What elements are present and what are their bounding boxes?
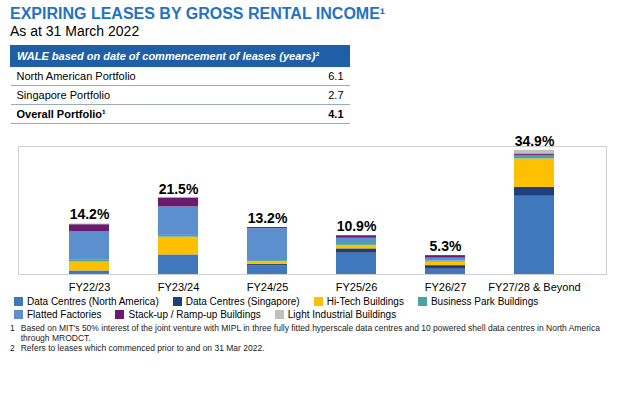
html-text:EXPIRING LEASES BY GROSS RENTA: EXPIRING LEASES BY GROSS RENTAL INCOME¹ bbox=[10, 5, 386, 22]
html-text:Overall Portfolio¹: Overall Portfolio¹ bbox=[16, 108, 106, 120]
svg-text:14.2%: 14.2% bbox=[70, 206, 110, 222]
svg-text:13.2%: 13.2% bbox=[248, 210, 288, 226]
svg-text:FY27/28 & Beyond: FY27/28 & Beyond bbox=[488, 281, 580, 293]
svg-text:10.9%: 10.9% bbox=[337, 218, 377, 234]
html-text:2.7: 2.7 bbox=[328, 89, 344, 101]
html-text:6.1: 6.1 bbox=[328, 70, 344, 82]
html-text:2: 2 bbox=[10, 343, 15, 353]
html-text:Refers to leases which commenc: Refers to leases which commenced prior t… bbox=[20, 343, 265, 353]
html-text:Data Centres (North America): Data Centres (North America) bbox=[27, 296, 159, 307]
svg-text:FY26/27: FY26/27 bbox=[425, 281, 467, 293]
html-text:Light Industrial Buildings: Light Industrial Buildings bbox=[287, 309, 397, 320]
html-text:Based on MIT's 50% interest of: Based on MIT's 50% interest of the joint… bbox=[20, 323, 600, 343]
svg-text:34.9%: 34.9% bbox=[514, 132, 555, 149]
svg-text:FY23/24: FY23/24 bbox=[158, 281, 200, 293]
html-text:Data Centres (Singapore): Data Centres (Singapore) bbox=[185, 296, 300, 307]
html-text:Business Park Buildings: Business Park Buildings bbox=[430, 296, 539, 307]
html-text:4.1: 4.1 bbox=[328, 108, 344, 120]
svg-text:21.5%: 21.5% bbox=[159, 181, 199, 197]
html-text:As at 31 March 2022: As at 31 March 2022 bbox=[10, 23, 140, 39]
html-text:Hi-Tech Buildings: Hi-Tech Buildings bbox=[326, 296, 404, 307]
html-text:Stack-up / Ramp-up Buildings: Stack-up / Ramp-up Buildings bbox=[128, 309, 261, 320]
svg-text:FY25/26: FY25/26 bbox=[336, 281, 378, 293]
html-text:WALE based on date of commence: WALE based on date of commencement of le… bbox=[17, 50, 319, 62]
html-text:Flatted Factories: Flatted Factories bbox=[27, 309, 102, 320]
svg-text:5.3%: 5.3% bbox=[430, 238, 462, 254]
svg-text:FY22/23: FY22/23 bbox=[69, 281, 111, 293]
svg-text:FY24/25: FY24/25 bbox=[247, 281, 289, 293]
html-text:1: 1 bbox=[10, 323, 15, 333]
html-text:North American Portfolio: North American Portfolio bbox=[16, 70, 136, 82]
html-text:Singapore Portfolio: Singapore Portfolio bbox=[16, 89, 111, 101]
